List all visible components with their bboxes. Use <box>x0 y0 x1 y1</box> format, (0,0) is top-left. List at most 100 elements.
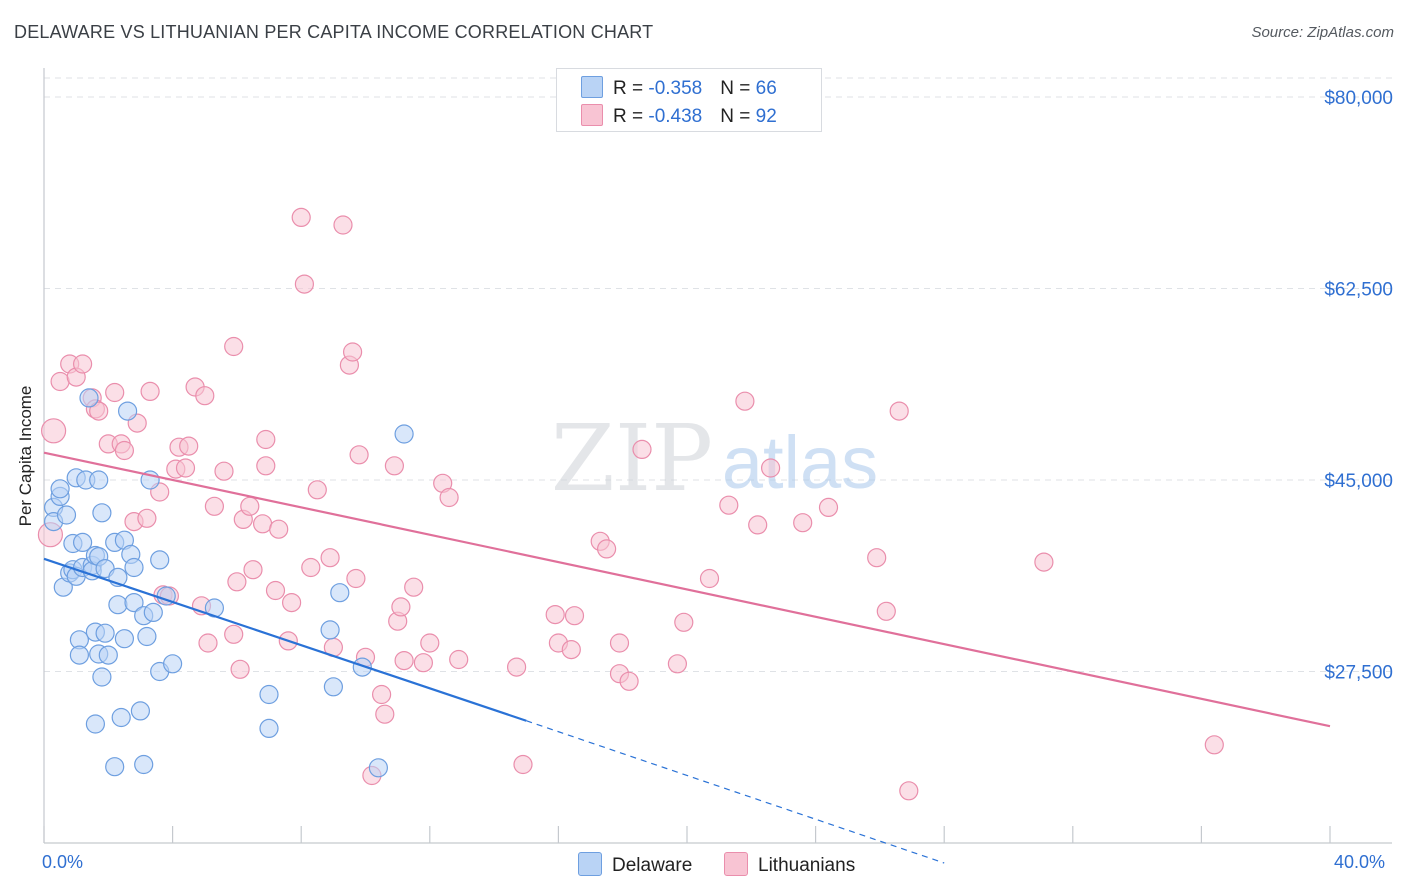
delaware-point <box>92 503 112 523</box>
lith-point <box>265 580 286 601</box>
lith-point <box>346 568 366 589</box>
legend-r-label: R = <box>613 78 649 99</box>
y-tick-labels: $80,000 $62,500 $45,000 $27,500 <box>1324 88 1393 684</box>
lith-point <box>294 274 314 294</box>
delaware-point <box>124 592 144 613</box>
lithuanians-points <box>37 207 1224 801</box>
lith-point <box>506 657 527 677</box>
lith-point <box>175 458 196 478</box>
delaware-point <box>50 479 70 499</box>
source-credit: Source: ZipAtlas.com <box>1251 24 1394 41</box>
legend-n-value: 92 <box>755 106 777 127</box>
lith-point <box>513 754 533 775</box>
delaware-point <box>163 654 183 674</box>
lith-point <box>899 781 919 801</box>
delaware-point <box>352 657 372 677</box>
lith-point <box>867 548 887 568</box>
delaware-point <box>394 424 414 444</box>
legend-r-value: -0.438 <box>648 106 703 127</box>
y-tick-label: $27,500 <box>1324 663 1393 684</box>
legend-row-delaware: R = -0.358 N = 66 <box>581 76 777 100</box>
delaware-point <box>368 758 388 778</box>
delaware-point <box>150 550 170 570</box>
legend-label-lithuanians: Lithuanians <box>758 855 856 876</box>
lith-point <box>291 207 311 227</box>
lith-point <box>343 342 363 362</box>
delaware-trend-line <box>43 557 527 722</box>
y-axis-label: Per Capita Income <box>16 385 35 527</box>
lith-point <box>195 386 215 406</box>
watermark-zip: ZIP <box>551 405 713 512</box>
lith-point <box>89 401 109 421</box>
delaware-point <box>320 620 340 640</box>
lith-point <box>735 391 755 411</box>
lith-point <box>40 418 67 444</box>
lithuanians-swatch-icon <box>581 104 603 126</box>
lith-point <box>227 572 247 592</box>
watermark-atlas: atlas <box>722 421 878 504</box>
delaware-points <box>43 388 414 778</box>
legend-item-lithuanians[interactable]: Lithuanians <box>724 852 855 877</box>
delaware-point <box>137 626 157 647</box>
trend-lines <box>43 451 1331 864</box>
delaware-point <box>259 684 279 705</box>
lith-point <box>137 508 157 528</box>
legend-label-delaware: Delaware <box>612 855 693 876</box>
delaware-point <box>108 595 128 615</box>
lith-point <box>72 354 93 374</box>
lith-point <box>224 336 244 357</box>
legend-n-label: N = <box>720 78 756 99</box>
delaware-point <box>114 629 135 649</box>
lith-point <box>413 653 433 673</box>
delaware-point <box>79 388 99 408</box>
delaware-legend-icon <box>578 852 602 876</box>
lith-point <box>391 597 411 617</box>
lith-point <box>320 548 340 568</box>
lith-point <box>439 487 459 508</box>
lith-point <box>372 684 392 705</box>
legend-r-value: -0.358 <box>648 78 703 99</box>
lith-point <box>1034 552 1054 572</box>
lith-point <box>667 654 688 674</box>
legend-n-label: N = <box>720 106 756 127</box>
lith-point <box>198 633 218 653</box>
legend-r-label: R = <box>613 106 649 127</box>
legend-row-lithuanians: R = -0.438 N = 92 <box>581 104 777 128</box>
lith-point <box>561 639 581 660</box>
delaware-point <box>130 701 150 721</box>
lithuanians-legend-icon <box>724 852 748 876</box>
lith-point <box>596 539 617 559</box>
lith-point <box>140 381 160 401</box>
lith-point <box>179 436 199 456</box>
lith-point <box>256 456 276 476</box>
lith-point <box>545 604 565 625</box>
axis-layer <box>43 68 1392 844</box>
lith-point <box>793 513 813 533</box>
lith-point <box>394 650 414 671</box>
lith-point <box>420 633 440 653</box>
delaware-point <box>85 714 106 734</box>
lith-point <box>105 382 125 403</box>
legend-item-delaware[interactable]: Delaware <box>578 852 692 877</box>
delaware-point <box>259 718 279 739</box>
chart-title: DELAWARE VS LITHUANIAN PER CAPITA INCOME… <box>14 22 654 42</box>
delaware-point <box>89 470 109 490</box>
watermark: ZIP atlas <box>551 405 878 512</box>
lith-point <box>619 671 639 691</box>
stats-legend: R = -0.358 N = 66 R = -0.438 N = 92 <box>556 68 822 132</box>
lith-point <box>719 495 739 515</box>
delaware-trend-extension <box>526 720 945 864</box>
lith-point <box>349 445 369 465</box>
y-tick-label: $62,500 <box>1324 280 1393 301</box>
lith-point <box>1204 735 1224 755</box>
delaware-point <box>98 645 118 665</box>
lith-point <box>818 497 839 517</box>
lith-point <box>699 568 720 589</box>
delaware-point <box>95 623 115 643</box>
delaware-point <box>111 707 131 728</box>
delaware-swatch-icon <box>581 76 603 98</box>
lith-point <box>404 577 424 597</box>
lith-point <box>384 456 404 476</box>
lith-point <box>632 439 652 459</box>
